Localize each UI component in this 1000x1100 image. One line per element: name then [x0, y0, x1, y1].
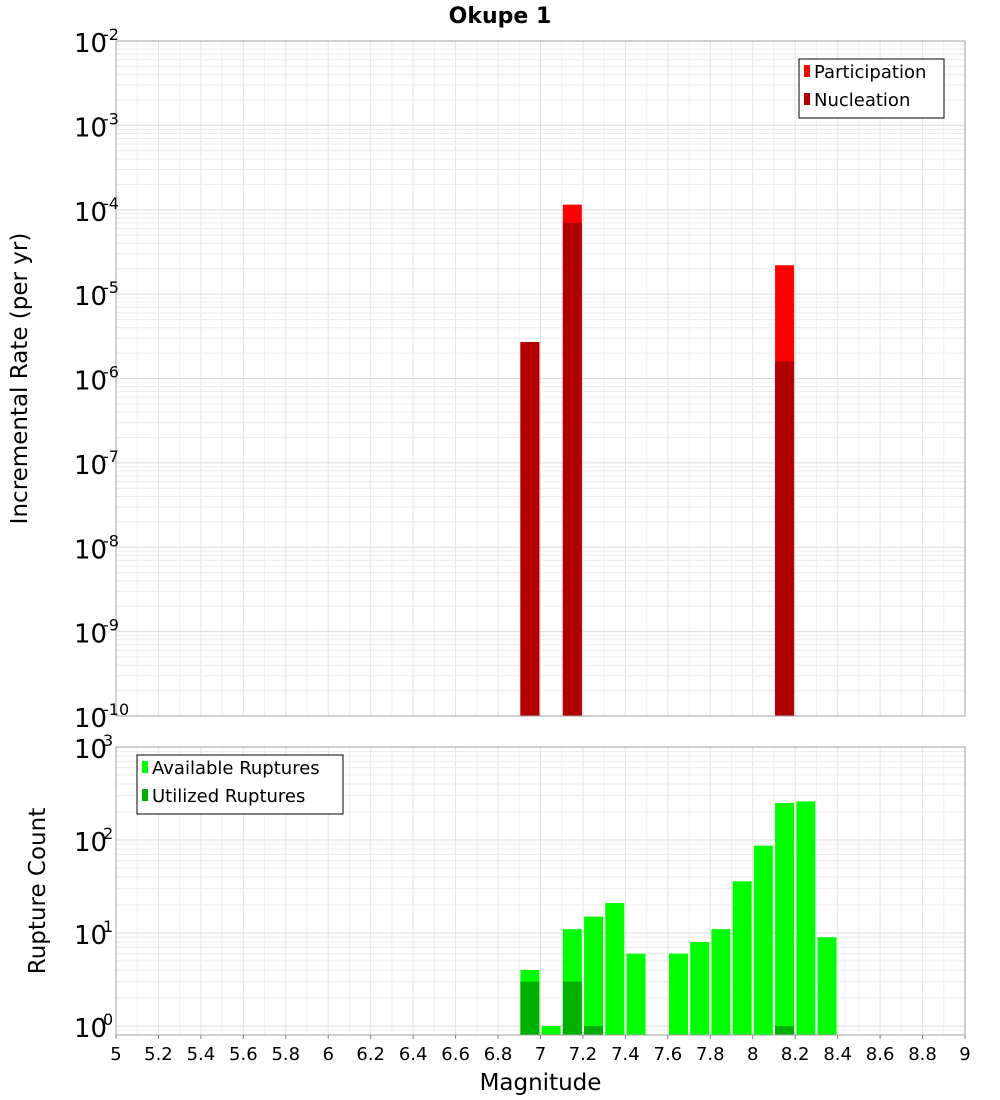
y-tick-exponent: -3 — [103, 109, 119, 128]
y-tick-label: 10 — [74, 620, 107, 650]
legend-box — [136, 754, 344, 815]
x-axis-label: Magnitude — [480, 1070, 602, 1096]
count-y-axis-label: Rupture Count — [25, 808, 51, 974]
rate-bars — [520, 204, 795, 717]
x-tick-label: 6.8 — [484, 1044, 513, 1065]
bar-series1 — [753, 845, 773, 1035]
x-tick-label: 7.6 — [654, 1044, 683, 1065]
y-tick-label: 10 — [74, 29, 107, 59]
x-tick-label: 5.2 — [144, 1044, 173, 1065]
x-tick-label: 8.6 — [866, 1044, 895, 1065]
y-tick-label: 10 — [74, 282, 107, 312]
y-tick-label: 10 — [74, 921, 107, 951]
x-tick-label: 7.2 — [569, 1044, 598, 1065]
bar-series1 — [732, 881, 752, 1035]
x-tick-label: 8.4 — [823, 1044, 852, 1065]
magnitude-x-ticks: 5 5.2 5.4 5.6 5.8 6 6.2 6.4 6.6 6.8 7 7.2 7.4 7.6 7.8 8… — [110, 1035, 971, 1065]
x-tick-label: 7.4 — [611, 1044, 640, 1065]
rate-y-axis-label: Incremental Rate (per yr) — [7, 233, 33, 525]
y-tick-exponent: 1 — [103, 917, 113, 936]
rate-plot-frame — [115, 40, 966, 717]
y-tick-label: 10 — [74, 1014, 107, 1044]
x-tick-label: 6.6 — [441, 1044, 470, 1065]
x-tick-label: 8 — [747, 1044, 758, 1065]
y-tick-exponent: 3 — [103, 731, 113, 750]
x-tick-label: 6.4 — [399, 1044, 428, 1065]
legend-box — [798, 58, 945, 119]
rate-legend: Participation Nucleation — [798, 58, 945, 119]
x-tick-label: 7.8 — [696, 1044, 725, 1065]
y-tick-exponent: -10 — [103, 700, 129, 719]
y-tick-exponent: -7 — [103, 447, 119, 466]
y-tick-exponent: 0 — [103, 1010, 113, 1029]
y-tick-label: 10 — [74, 828, 107, 858]
count-bars — [520, 801, 837, 1035]
legend-swatch — [142, 761, 148, 773]
legend-swatch — [804, 93, 810, 105]
y-tick-label: 10 — [74, 451, 107, 481]
y-tick-exponent: -2 — [103, 25, 119, 44]
x-tick-label: 5.6 — [229, 1044, 258, 1065]
bar-series2 — [562, 981, 582, 1035]
y-tick-exponent: -4 — [103, 194, 119, 213]
chart-title: Okupe 1 — [449, 4, 552, 29]
y-tick-label: 10 — [74, 113, 107, 143]
x-tick-label: 5.8 — [271, 1044, 300, 1065]
x-tick-label: 8.2 — [781, 1044, 810, 1065]
bar-series2 — [584, 1025, 604, 1035]
bar-series2 — [775, 361, 795, 716]
bar-series1 — [541, 1025, 561, 1035]
y-tick-label: 10 — [74, 735, 107, 765]
count-legend: Available Ruptures Utilized Ruptures — [136, 754, 344, 815]
legend-swatch — [804, 65, 810, 77]
bar-series2 — [562, 222, 582, 716]
bar-series1 — [796, 801, 816, 1035]
x-tick-label: 6 — [323, 1044, 334, 1065]
x-tick-label: 5.4 — [187, 1044, 216, 1065]
bar-series1 — [626, 953, 646, 1035]
bar-series1 — [668, 953, 688, 1035]
bar-series2 — [775, 1025, 795, 1035]
y-tick-label: 10 — [74, 367, 107, 397]
bar-series1 — [584, 916, 604, 1035]
y-tick-label: 10 — [74, 535, 107, 565]
legend-label: Nucleation — [814, 90, 910, 111]
x-tick-label: 9 — [959, 1044, 970, 1065]
bar-series2 — [520, 342, 540, 716]
y-tick-label: 10 — [74, 704, 107, 734]
bar-series1 — [605, 903, 625, 1035]
y-tick-label: 10 — [74, 198, 107, 228]
legend-label: Utilized Ruptures — [152, 786, 305, 807]
legend-swatch — [142, 789, 148, 801]
legend-label: Participation — [814, 62, 926, 83]
bar-series1 — [817, 937, 837, 1035]
x-tick-label: 5 — [110, 1044, 121, 1065]
x-tick-label: 6.2 — [356, 1044, 385, 1065]
y-tick-exponent: -8 — [103, 531, 119, 550]
bar-series1 — [711, 929, 731, 1035]
y-tick-exponent: -9 — [103, 616, 119, 635]
bar-series2 — [520, 981, 540, 1035]
legend-label: Available Ruptures — [152, 758, 320, 779]
rate-gridlines — [115, 41, 966, 717]
bar-series1 — [690, 942, 710, 1035]
y-tick-exponent: -6 — [103, 363, 119, 382]
bar-series1 — [775, 802, 795, 1035]
y-tick-exponent: 2 — [103, 824, 113, 843]
x-tick-label: 7 — [535, 1044, 546, 1065]
x-tick-label: 8.8 — [908, 1044, 937, 1065]
y-tick-exponent: -5 — [103, 278, 119, 297]
